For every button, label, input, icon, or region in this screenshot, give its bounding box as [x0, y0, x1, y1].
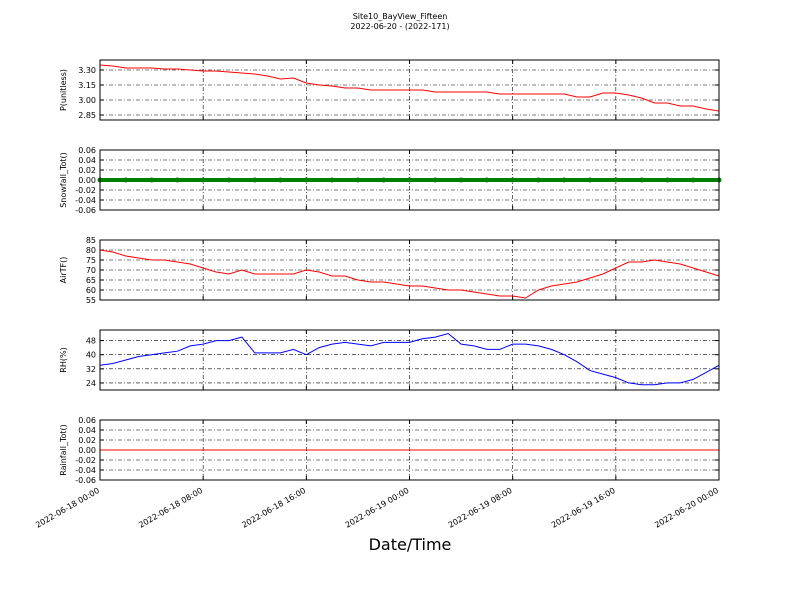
- y-tick-label: 3.15: [78, 81, 96, 90]
- x-tick-label: 2022-06-18 00:00: [34, 486, 101, 530]
- data-point: [329, 177, 335, 183]
- y-tick-label: 0.06: [78, 146, 96, 155]
- y-tick-label: 0.06: [78, 416, 96, 425]
- data-point: [484, 177, 490, 183]
- data-point: [458, 177, 464, 183]
- x-tick-label: 2022-06-19 00:00: [344, 486, 411, 530]
- y-tick-label: 48: [86, 337, 96, 346]
- x-tick-label: 2022-06-20 00:00: [653, 486, 720, 530]
- y-tick-label: 85: [86, 236, 96, 245]
- data-point: [535, 177, 541, 183]
- data-point: [587, 177, 593, 183]
- y-tick-label: -0.02: [75, 456, 96, 465]
- data-point: [613, 177, 619, 183]
- x-tick-label: 2022-06-18 08:00: [137, 486, 204, 530]
- x-axis-label: Date/Time: [369, 535, 452, 554]
- y-tick-label: 80: [86, 246, 96, 255]
- data-point: [174, 177, 180, 183]
- data-line: [99, 332, 720, 386]
- y-tick-label: 0.04: [78, 426, 96, 435]
- y-tick-label: 0.00: [78, 176, 96, 185]
- data-point: [407, 177, 412, 183]
- data-point: [149, 177, 155, 183]
- y-tick-label: 3.00: [78, 96, 96, 105]
- data-point: [252, 177, 258, 183]
- data-point: [200, 177, 206, 183]
- y-tick-label: 75: [86, 256, 96, 265]
- y-tick-label: 0.02: [78, 166, 96, 175]
- y-tick-label: 2.85: [78, 111, 96, 120]
- data-point: [355, 177, 361, 183]
- x-tick-label: 2022-06-19 16:00: [550, 486, 617, 530]
- y-axis-label: RH(%): [59, 347, 68, 372]
- y-tick-label: -0.04: [75, 466, 96, 475]
- figure-subtitle: 2022-06-20 - (2022-171): [350, 22, 449, 31]
- plot-frame: [99, 239, 720, 301]
- data-point: [432, 177, 438, 183]
- y-tick-label: 55: [86, 296, 96, 305]
- y-tick-label: -0.06: [75, 476, 96, 485]
- data-point: [690, 177, 696, 183]
- y-tick-label: 40: [86, 351, 96, 360]
- data-point: [123, 177, 129, 183]
- data-point: [664, 177, 670, 183]
- data-point: [381, 177, 387, 183]
- x-tick-label: 2022-06-19 08:00: [447, 486, 514, 530]
- y-tick-label: 0.04: [78, 156, 96, 165]
- data-point: [303, 177, 309, 183]
- plot-frame: [99, 149, 720, 211]
- y-tick-label: 0.02: [78, 436, 96, 445]
- data-line: [99, 249, 720, 299]
- y-tick-label: 24: [86, 379, 96, 388]
- y-tick-label: 0.00: [78, 446, 96, 455]
- y-tick-label: 70: [86, 266, 96, 275]
- y-tick-label: 65: [86, 276, 96, 285]
- y-axis-label: Rainfall_Tot(): [59, 424, 68, 476]
- plot-frame: [99, 59, 720, 121]
- y-axis-label: AirTF(): [59, 257, 68, 284]
- figure-title: Site10_BayView_Fifteen: [353, 12, 448, 21]
- data-point: [639, 177, 645, 183]
- y-tick-label: 3.30: [78, 66, 96, 75]
- y-axis-label: Snowfall_Tot(): [59, 152, 68, 208]
- y-tick-label: -0.04: [75, 196, 96, 205]
- y-tick-label: 32: [86, 365, 96, 374]
- data-point: [226, 177, 232, 183]
- plot-frame: [99, 329, 720, 391]
- data-line: [99, 64, 720, 112]
- x-tick-label: 2022-06-18 16:00: [240, 486, 307, 530]
- plot-frame: [99, 419, 720, 481]
- y-tick-label: -0.02: [75, 186, 96, 195]
- y-tick-label: 60: [86, 286, 96, 295]
- y-axis-label: P(unitless): [59, 69, 68, 111]
- data-point: [278, 177, 284, 183]
- data-point: [561, 177, 567, 183]
- y-tick-label: -0.06: [75, 206, 96, 215]
- data-point: [510, 177, 516, 183]
